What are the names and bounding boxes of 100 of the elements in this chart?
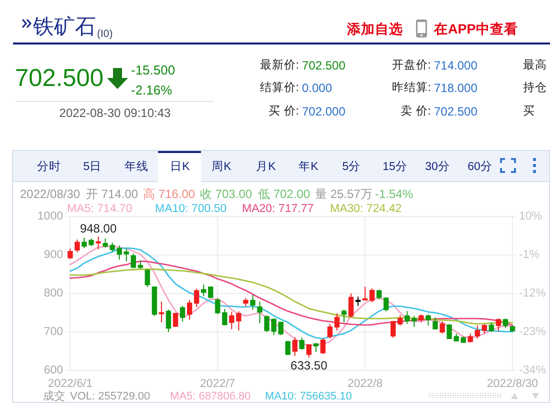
candlestick <box>68 248 73 260</box>
candlestick <box>384 296 389 312</box>
text: 卖 价: <box>400 104 431 118</box>
text: 结算价: <box>260 81 299 94</box>
candlestick <box>194 288 200 308</box>
x-tick-label: 2022/8 <box>347 378 383 390</box>
text: -2.16% <box>131 82 173 98</box>
x-tick-label: 2022/6/1 <box>48 378 93 390</box>
candlestick <box>502 318 508 329</box>
annotation: 948.00 <box>80 222 117 236</box>
text: 添加自选 <box>346 22 403 36</box>
candlestick <box>130 252 136 268</box>
candlestick <box>292 336 298 356</box>
text: -15.500 <box>131 62 176 78</box>
candlestick <box>215 298 220 315</box>
text: 60分 <box>468 160 492 173</box>
candlestick <box>152 286 158 316</box>
text: 702.500 <box>15 65 104 92</box>
candlestick <box>432 316 438 330</box>
text: 周K <box>212 160 232 173</box>
candlestick <box>369 288 375 303</box>
candlestick <box>482 324 488 334</box>
candlestick <box>327 323 333 340</box>
text: 昨结算: <box>392 81 431 94</box>
text: 0.000 <box>302 81 332 95</box>
candlestick <box>320 338 326 354</box>
text: MA20: 717.77 <box>242 203 314 215</box>
y-tick-label: 700 <box>44 326 63 338</box>
text: 铁矿石 <box>32 16 96 38</box>
candlestick <box>362 286 368 301</box>
candlestick <box>222 308 228 326</box>
candlestick <box>474 324 480 340</box>
y-tick-label: 800 <box>44 288 63 300</box>
candlestick <box>376 289 382 300</box>
candlestick <box>124 248 129 262</box>
text: 714.000 <box>434 58 478 72</box>
y2-tick-label: -34% <box>519 364 546 376</box>
candlestick <box>186 300 192 320</box>
text: 5日 <box>83 160 102 173</box>
candlestick <box>348 293 354 318</box>
text: VOL: 255729.00 <box>70 390 150 402</box>
text: MA10: 756635.10 <box>265 390 352 402</box>
candlestick <box>208 286 214 299</box>
candlestick <box>510 325 516 332</box>
y-tick-label: 600 <box>44 364 63 376</box>
candlestick <box>285 340 290 356</box>
text: 买 价: <box>268 104 299 118</box>
candlestick <box>306 344 312 358</box>
candlestick <box>243 298 248 307</box>
candlestick <box>334 313 340 331</box>
candlestick <box>313 342 319 353</box>
x-tick-label: 2022/7 <box>200 378 236 390</box>
y2-tick-label: -12% <box>519 288 546 300</box>
text: MA10: 700.50 <box>155 203 227 215</box>
text: 702.500 <box>302 58 346 72</box>
text: MA5: 714.70 <box>67 203 132 215</box>
candlestick <box>440 321 445 334</box>
y2-tick-label: -23% <box>519 326 546 338</box>
text: 718.000 <box>434 81 478 95</box>
text: 日K <box>170 160 190 173</box>
candlestick <box>200 284 206 297</box>
text: MA5: 687806.80 <box>170 390 251 402</box>
text: 5分 <box>342 160 361 173</box>
candlestick <box>488 322 494 332</box>
text: (I0) <box>97 28 113 40</box>
text: 量 25.57万 <box>315 187 372 201</box>
candlestick <box>341 309 347 323</box>
candlestick <box>144 268 150 288</box>
text: 持仓 <box>523 81 547 94</box>
candlestick <box>496 318 502 332</box>
text: 年K <box>298 160 319 173</box>
text: 30分 <box>425 160 450 173</box>
text: -1.54% <box>375 187 414 201</box>
candlestick <box>299 337 304 350</box>
text: 最高 <box>523 58 547 72</box>
text: 开盘价: <box>392 58 431 72</box>
text: 开 714.00 <box>86 187 138 201</box>
y2-tick-label: -1% <box>519 249 540 261</box>
candlestick <box>426 314 431 326</box>
text: 收 703.00 <box>200 187 252 201</box>
candlestick <box>355 296 361 306</box>
candlestick <box>468 333 473 343</box>
text: 最新价: <box>260 58 299 72</box>
y-tick-label: 1000 <box>37 210 63 222</box>
text: 低 702.00 <box>258 187 310 201</box>
text: 年线 <box>124 160 148 173</box>
annotation: 633.50 <box>290 358 328 373</box>
text: MA30: 724.42 <box>330 203 402 215</box>
text: 在APP中查看 <box>433 20 518 36</box>
x-tick-label: 2022/8/30 <box>486 378 538 390</box>
candlestick <box>250 294 256 310</box>
text: 分时 <box>37 160 61 173</box>
candlestick <box>96 236 101 250</box>
text: 高 716.00 <box>143 187 196 201</box>
candlestick <box>166 309 172 332</box>
y-tick-label: 900 <box>44 249 63 261</box>
text: 买 <box>523 104 535 118</box>
text: 702.000 <box>302 104 346 118</box>
candlestick <box>172 312 178 328</box>
candlestick <box>257 301 262 324</box>
